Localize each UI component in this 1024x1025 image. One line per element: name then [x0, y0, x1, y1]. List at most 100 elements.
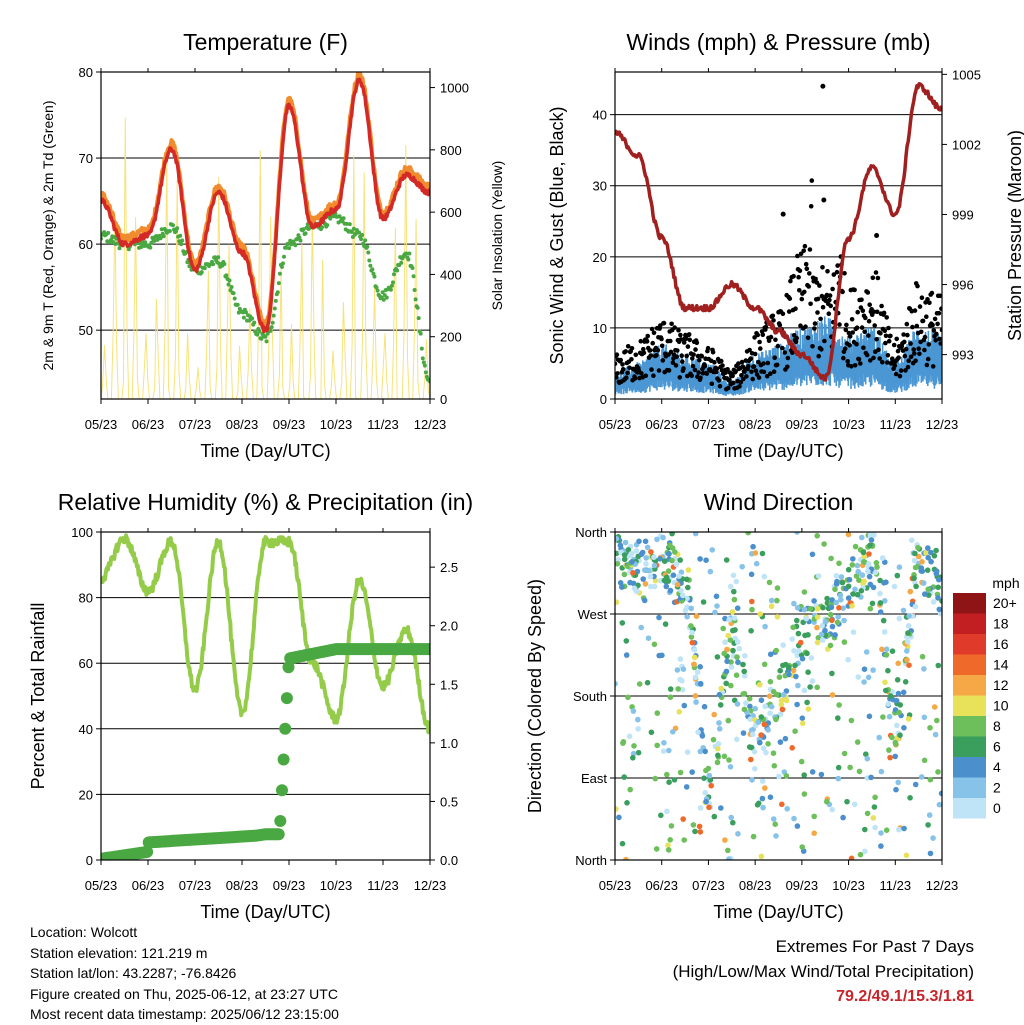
direction-point [724, 646, 730, 653]
gust-point [725, 385, 731, 391]
direction-point [759, 550, 766, 557]
gust-point [939, 306, 942, 311]
direction-point [774, 614, 781, 620]
direction-point [642, 581, 649, 587]
precipitation-point [279, 722, 292, 735]
direction-point [776, 773, 782, 780]
direction-point [688, 623, 694, 629]
station-info: Location: Wolcott Station elevation: 121… [30, 922, 339, 1025]
direction-point [811, 813, 817, 820]
latlon-text: Station lat/lon: 43.2287; -76.8426 [30, 965, 237, 981]
gust-point [902, 339, 907, 345]
direction-point [878, 768, 885, 775]
direction-point [862, 848, 868, 855]
direction-point [746, 695, 753, 702]
direction-point [694, 669, 701, 675]
direction-point [848, 717, 855, 724]
humidity-frame [100, 531, 431, 861]
extremes-values: 79.2/49.1/15.3/1.81 [836, 988, 974, 1005]
dewpoint-point [366, 250, 371, 255]
direction-point [819, 637, 826, 643]
dewpoint-point [263, 334, 268, 339]
direction-point [858, 588, 865, 594]
direction-point [838, 574, 845, 580]
gust-point [926, 342, 932, 347]
direction-point [747, 703, 753, 710]
direction-point [722, 837, 728, 843]
direction-xtick-label: 10/23 [832, 878, 865, 893]
gust-point [886, 325, 891, 331]
speed-legend-swatch [953, 757, 986, 778]
gust-point [922, 347, 927, 353]
direction-point [920, 580, 927, 586]
direction-point [866, 713, 873, 720]
gust-point [885, 360, 890, 365]
direction-xtick-label: 07/23 [692, 878, 725, 893]
direction-point [790, 667, 797, 674]
gust-point [847, 343, 852, 348]
gust-point [758, 346, 763, 351]
speed-legend-swatch [953, 593, 986, 614]
direction-point [855, 674, 862, 680]
humidity-y2tick-label: 1.5 [440, 677, 458, 692]
gust-point [739, 373, 744, 378]
gust-point [768, 371, 773, 377]
gust-point [917, 351, 922, 357]
direction-point [789, 745, 795, 751]
extremes-title: Extremes For Past 7 Days [775, 937, 974, 956]
direction-frame [614, 531, 943, 861]
direction-point [924, 567, 931, 573]
gust-point [687, 337, 693, 343]
direction-point [716, 720, 722, 726]
temperature-9m-line [101, 72, 430, 328]
dewpoint-point [384, 295, 389, 300]
direction-point [903, 852, 910, 859]
direction-point [915, 553, 922, 560]
extremes-box: Extremes For Past 7 Days (High/Low/Max W… [673, 934, 974, 1009]
dewpoint-point [347, 222, 352, 227]
direction-point [906, 662, 912, 668]
dewpoint-point [328, 216, 333, 221]
gust-point [858, 361, 863, 366]
direction-point [773, 716, 779, 723]
direction-point [850, 556, 856, 562]
dewpoint-point [264, 339, 269, 344]
temperature-xtick-label: 07/23 [179, 417, 212, 432]
speed-legend-swatch [953, 654, 986, 675]
direction-point [644, 544, 651, 551]
winds-xtick-label: 11/23 [879, 417, 911, 432]
direction-point [804, 699, 810, 706]
gust-point [775, 343, 781, 349]
direction-point [705, 765, 712, 772]
direction-point [749, 598, 755, 605]
direction-point [803, 615, 810, 622]
direction-point [918, 565, 925, 571]
gust-point [686, 332, 692, 337]
gust-point [816, 353, 821, 359]
direction-point [849, 603, 855, 609]
dewpoint-point [280, 264, 284, 269]
dewpoint-point [375, 288, 380, 293]
dewpoint-point [360, 233, 365, 237]
direction-point [776, 674, 783, 680]
dewpoint-point [227, 278, 232, 283]
dewpoint-point [418, 331, 423, 336]
temperature-frame [100, 71, 431, 400]
winds-ytick-label: 20 [593, 250, 607, 265]
gust-point [771, 369, 777, 375]
direction-point [928, 558, 934, 565]
dewpoint-point [106, 230, 111, 235]
gust-point [854, 341, 859, 347]
direction-point [615, 599, 620, 605]
direction-point [665, 842, 671, 848]
direction-point [815, 573, 822, 579]
direction-point [743, 700, 749, 706]
gust-point [623, 349, 628, 354]
gust-point [805, 335, 811, 341]
direction-point [660, 748, 667, 754]
dewpoint-point [158, 236, 163, 241]
direction-point [833, 599, 839, 606]
direction-point [861, 578, 867, 585]
speed-legend-label: 8 [993, 718, 1001, 734]
dewpoint-point [411, 274, 416, 279]
